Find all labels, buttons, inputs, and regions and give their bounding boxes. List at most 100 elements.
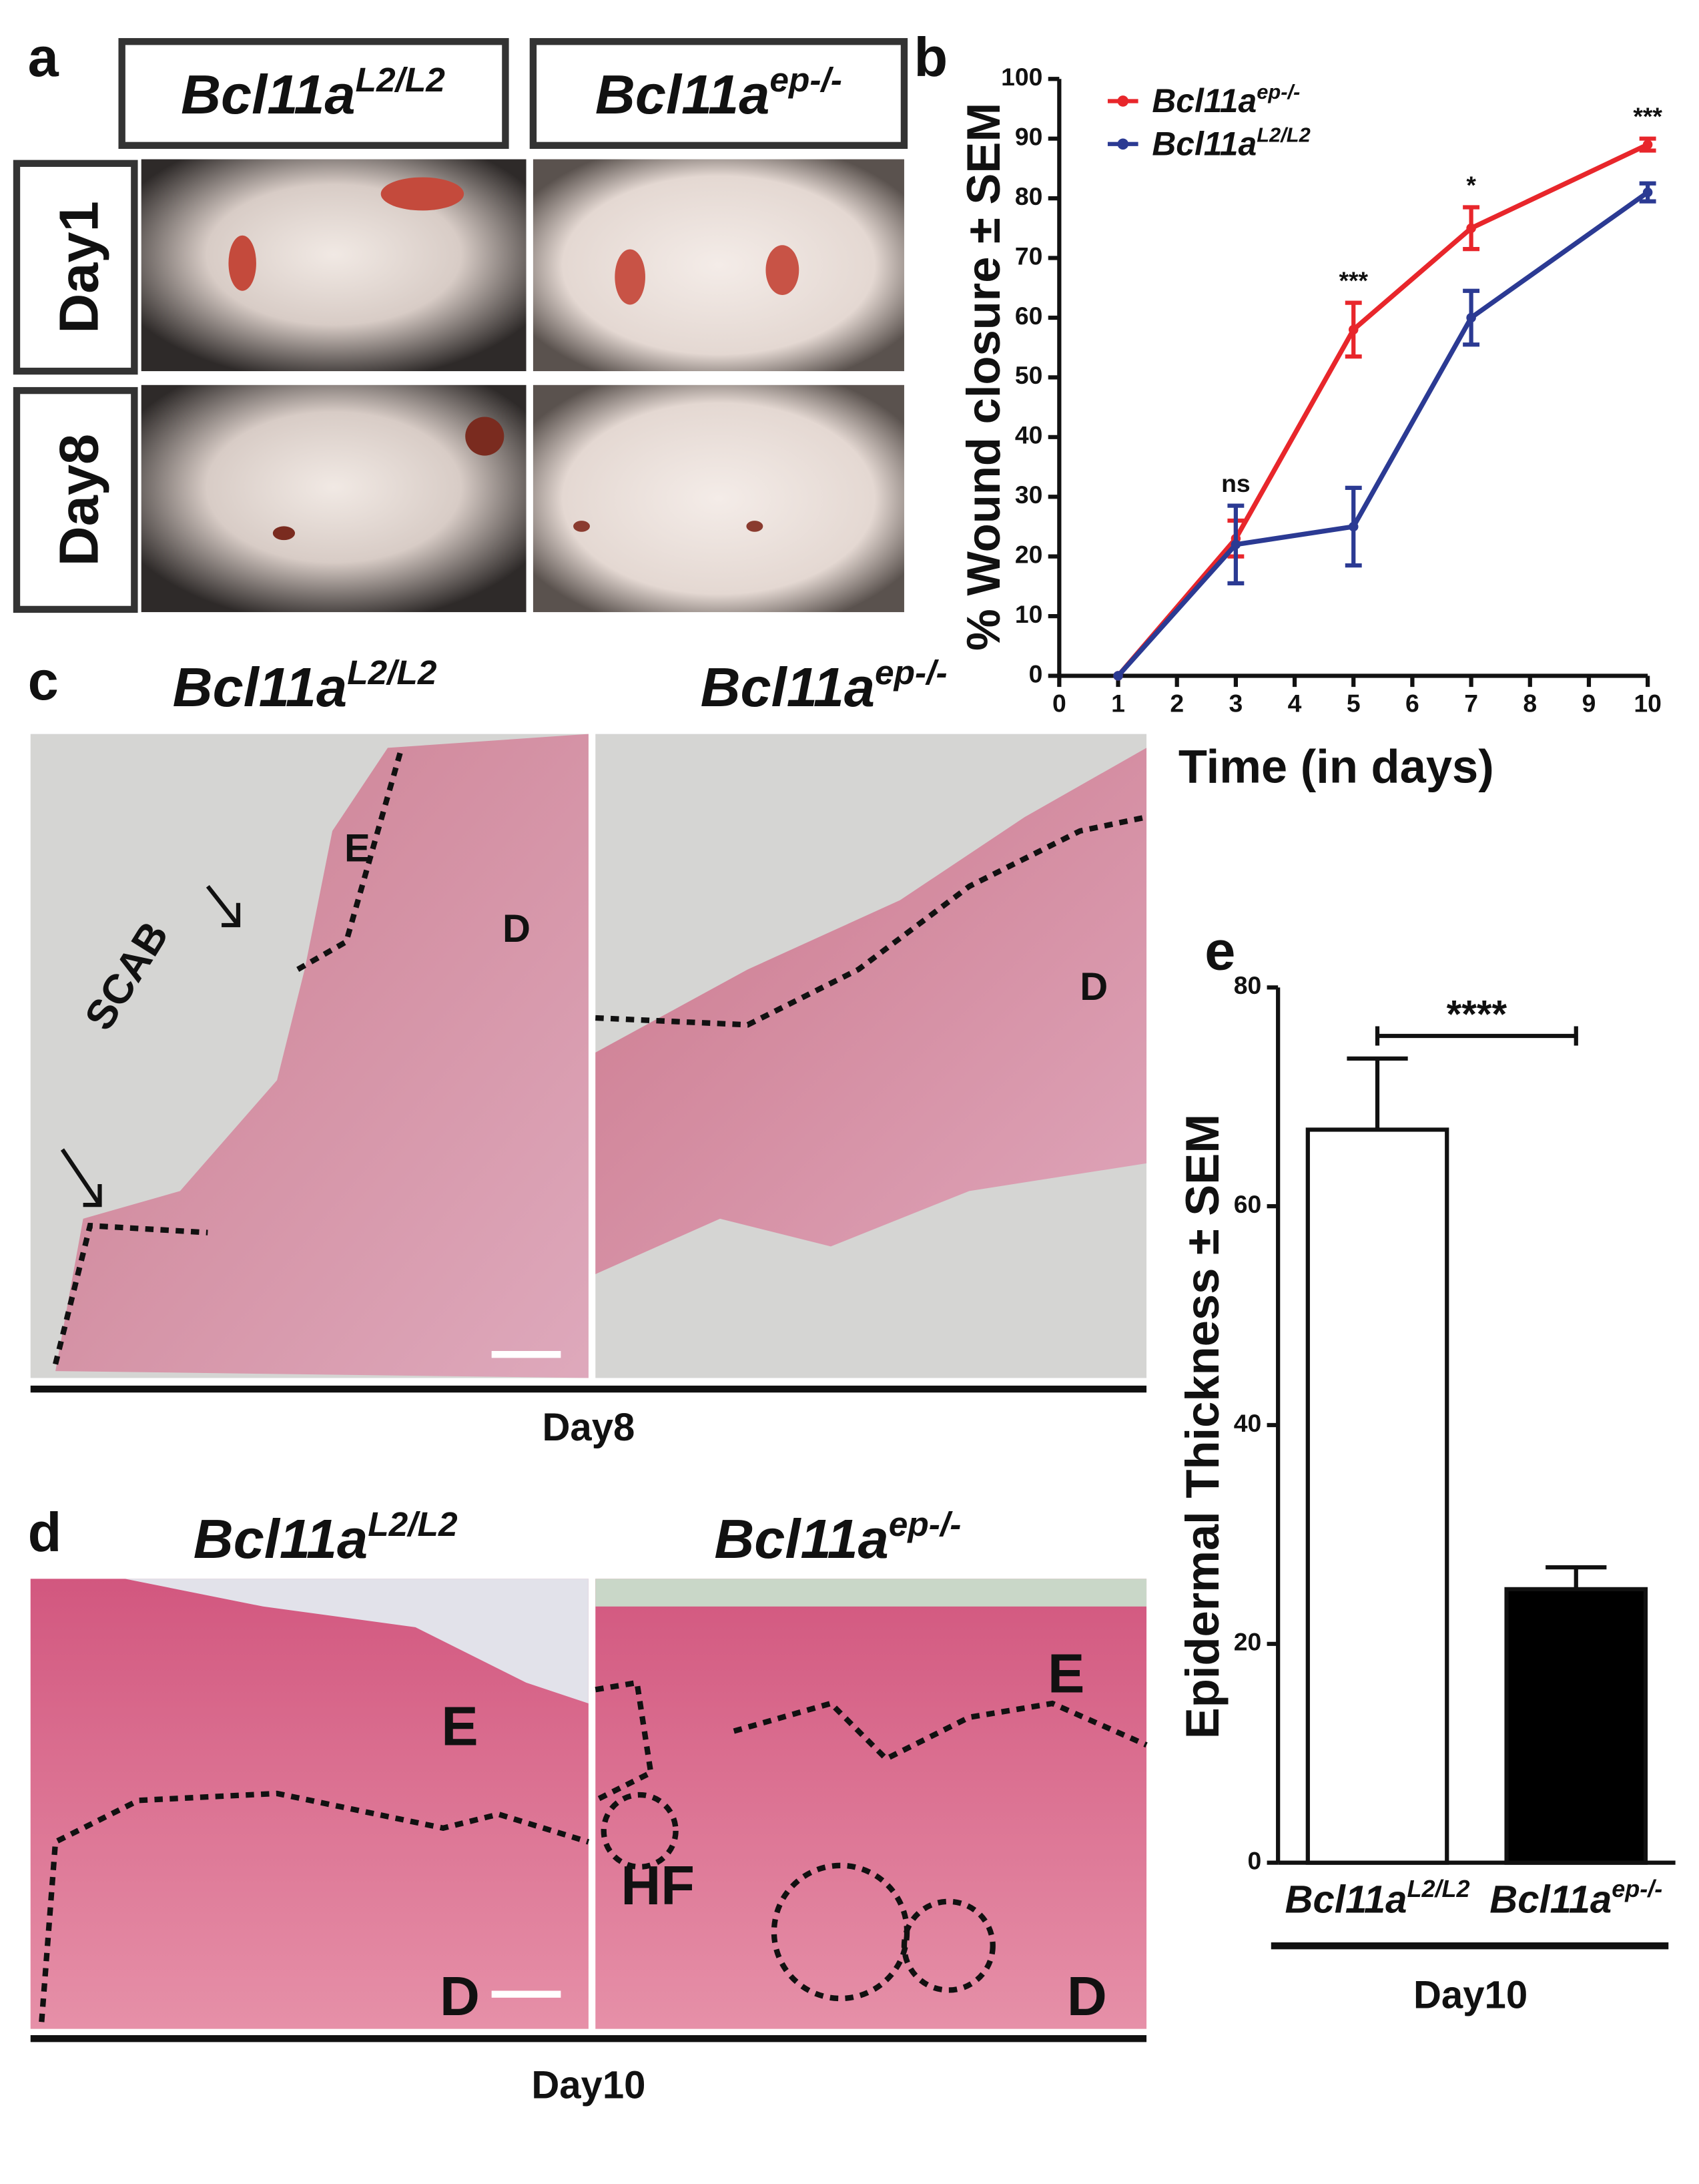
- y-tick-label: 100: [1001, 63, 1042, 91]
- label-box: [13, 160, 138, 375]
- gene: Bcl11a: [194, 1508, 368, 1570]
- data-line: [1116, 142, 1649, 677]
- row-label: Day8: [48, 434, 110, 566]
- significance-bracket: [1375, 1026, 1578, 1046]
- allele: ep-/-: [769, 60, 842, 99]
- panel-letter: e: [1205, 919, 1235, 981]
- wound: [746, 521, 763, 532]
- caption: Day10: [1413, 1973, 1527, 2016]
- photo: [533, 384, 904, 613]
- significance: ***: [1339, 266, 1368, 294]
- panel-letter: d: [28, 1501, 62, 1563]
- y-tick-label: 70: [1015, 242, 1043, 270]
- label-box: [13, 386, 138, 613]
- boundary: [901, 1898, 996, 1993]
- gene: Bcl11a: [1152, 125, 1257, 162]
- significance: ****: [1447, 993, 1507, 1037]
- genotype-label: Bcl11aL2/L2: [173, 653, 437, 718]
- x-tick-label: 6: [1405, 689, 1419, 717]
- y-tick-label: 20: [1015, 541, 1043, 569]
- image-label: D: [440, 1965, 480, 2027]
- gene: Bcl11a: [701, 656, 875, 718]
- allele: L2/L2: [1257, 123, 1311, 146]
- legend-marker: [1117, 95, 1129, 107]
- caption: Day10: [531, 2063, 645, 2107]
- wound: [465, 417, 504, 456]
- label-boxes: [13, 38, 908, 613]
- data-point: [1231, 539, 1241, 550]
- image-label: D: [502, 907, 531, 950]
- x-axis-label: Time (in days): [1178, 740, 1494, 792]
- boundary: [595, 814, 1147, 1028]
- genotype-label: Bcl11aep-/-: [701, 653, 948, 718]
- background: [595, 1579, 1147, 1607]
- panel-letter: b: [914, 26, 948, 88]
- error-bar: [1546, 1565, 1607, 1589]
- significance: ns: [1221, 469, 1251, 497]
- y-tick-label: 0: [1029, 659, 1043, 688]
- allele: ep-/-: [889, 1505, 962, 1543]
- histology-image: [595, 1579, 1147, 2029]
- gene: Bcl11a: [1489, 1878, 1612, 1921]
- x-tick-label: 9: [1582, 689, 1596, 717]
- photo: [141, 159, 527, 372]
- tissue: [55, 734, 589, 1378]
- data-point: [1642, 187, 1653, 198]
- x-tick-label: 2: [1170, 689, 1184, 717]
- wound: [380, 177, 464, 211]
- data-line: [1116, 190, 1650, 677]
- data-point: [1642, 140, 1653, 150]
- arrow: [60, 1148, 102, 1207]
- y-tick-label: 80: [1015, 182, 1043, 210]
- boundary: [39, 1790, 590, 2022]
- genotype-label: Bcl11aep-/-: [1152, 80, 1300, 119]
- wound: [228, 235, 256, 291]
- gene: Bcl11a: [1285, 1878, 1407, 1921]
- data-point: [1466, 223, 1476, 234]
- image-label: HF: [621, 1854, 695, 1916]
- panel-letter: a: [28, 26, 59, 88]
- bar: [1305, 1127, 1449, 1865]
- image-label: D: [1080, 965, 1108, 1009]
- bar: [1504, 1587, 1648, 1865]
- caption: Day8: [542, 1406, 635, 1449]
- label-box: [529, 38, 908, 150]
- y-tick-label: 60: [1234, 1190, 1262, 1218]
- x-tick-label: 0: [1052, 689, 1066, 717]
- genotype-label: Bcl11aep-/-: [1489, 1875, 1662, 1921]
- photo: [141, 384, 527, 613]
- allele: ep-/-: [1612, 1875, 1662, 1902]
- y-tick-label: 90: [1015, 123, 1043, 151]
- x-tick-label: 7: [1464, 689, 1478, 717]
- gene: Bcl11a: [595, 63, 769, 125]
- genotype-label: Bcl11aL2/L2: [1152, 123, 1310, 162]
- allele: L2/L2: [347, 653, 437, 692]
- y-tick-label: 60: [1015, 302, 1043, 330]
- gene: Bcl11a: [173, 656, 347, 718]
- genotype-label: Bcl11aL2/L2: [181, 60, 445, 125]
- y-tick-label: 20: [1234, 1628, 1262, 1656]
- wound: [272, 526, 296, 541]
- x-tick-label: 8: [1523, 689, 1537, 717]
- label-box: [118, 38, 509, 150]
- arrow: [206, 884, 241, 928]
- y-tick-label: 0: [1247, 1846, 1261, 1874]
- significance: *: [1466, 171, 1476, 199]
- boundary: [601, 1792, 679, 1870]
- x-tick-label: 5: [1347, 689, 1361, 717]
- photo-group: [141, 159, 904, 613]
- genotype-label: Bcl11aL2/L2: [1285, 1875, 1470, 1921]
- boundary: [53, 747, 404, 1365]
- error-bar: [1347, 1056, 1408, 1130]
- allele: ep-/-: [1257, 80, 1300, 103]
- data-point: [1348, 324, 1359, 335]
- data-point: [1348, 521, 1359, 532]
- image-label: E: [1048, 1642, 1084, 1704]
- genotype-label: Bcl11aep-/-: [595, 60, 842, 125]
- gene: Bcl11a: [181, 63, 355, 125]
- y-tick-label: 40: [1234, 1409, 1262, 1437]
- y-tick-label: 40: [1015, 421, 1043, 449]
- y-tick-label: 30: [1015, 481, 1043, 509]
- wound: [615, 249, 645, 305]
